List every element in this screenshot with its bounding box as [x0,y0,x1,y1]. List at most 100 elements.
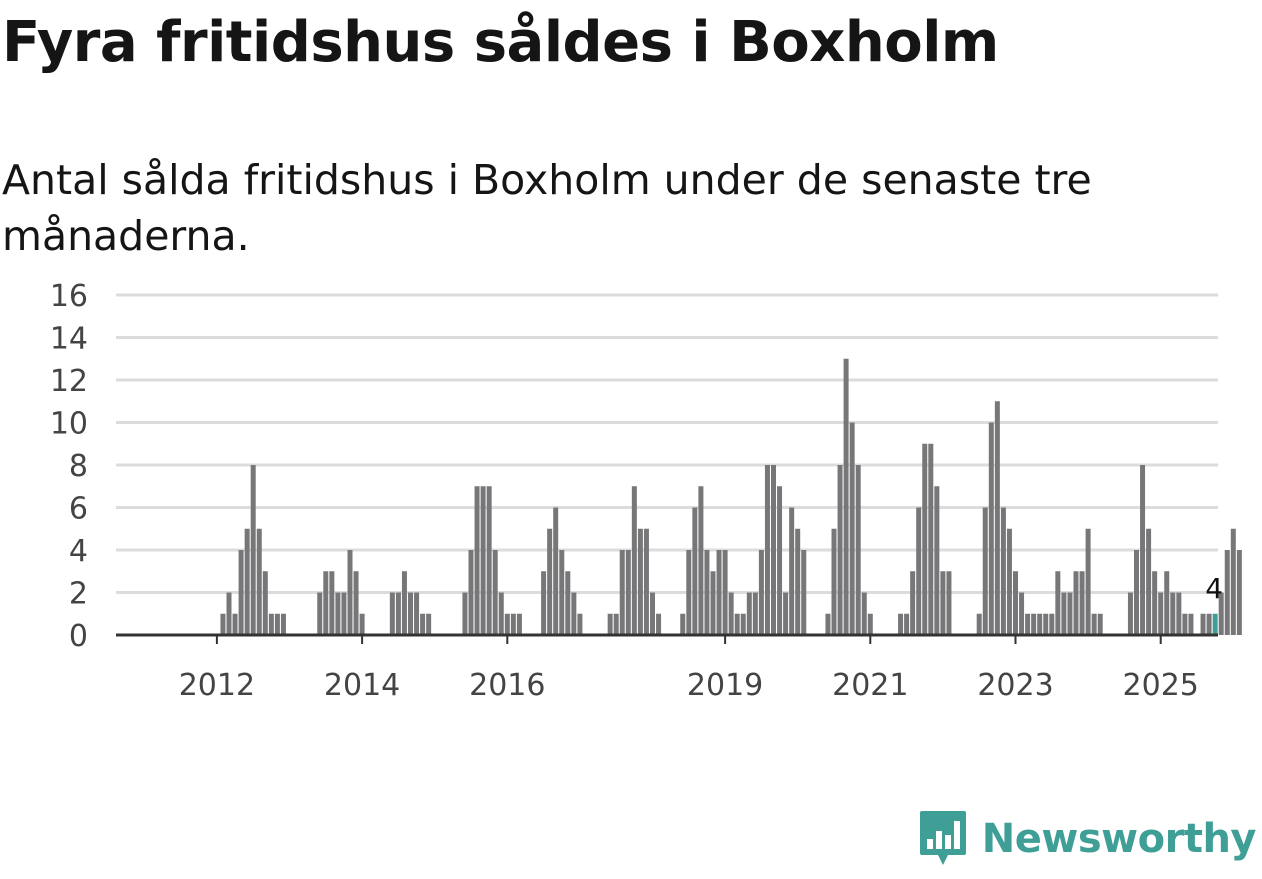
bar [758,550,764,635]
bar [910,571,916,635]
bar [946,571,952,635]
bar [492,550,498,635]
bar [607,613,613,635]
bar [541,571,547,635]
bar [498,592,504,635]
bar [922,443,928,635]
bar [1006,528,1012,635]
bar [1000,507,1006,635]
bar [710,571,716,635]
bar [752,592,758,635]
gridlines [116,293,1218,594]
bar [1127,592,1133,635]
bar [468,550,474,635]
bar [1073,571,1079,635]
bar [716,550,722,635]
bar [510,613,516,635]
bar [686,550,692,635]
data-labels: 4 [1205,572,1223,605]
bar [1019,592,1025,635]
y-tick-label: 8 [69,449,88,484]
bar [347,550,353,635]
bar [625,550,631,635]
bar [801,550,807,635]
y-tick-label: 0 [69,619,88,654]
chart-subtitle: Antal sålda fritidshus i Boxholm under d… [2,156,1092,260]
chart-title: Fyra fritidshus såldes i Boxholm [2,10,999,75]
bar [1031,613,1037,635]
y-tick-label: 12 [50,364,88,399]
x-tick-label: 2023 [977,668,1053,703]
bar [1140,465,1146,635]
bar [553,507,559,635]
bar [1206,613,1212,635]
x-tick-label: 2025 [1123,668,1199,703]
bar [1013,571,1018,635]
bar [414,592,420,635]
bar [722,550,728,635]
bar [1085,528,1091,635]
bar [395,592,401,635]
bar [232,613,238,635]
bar [795,528,801,635]
bar [250,465,256,635]
bar [1025,613,1031,635]
bar [976,613,982,635]
bar [426,613,432,635]
bar [577,613,583,635]
bar [226,592,232,635]
x-tick-label: 2014 [324,668,400,703]
bar [335,592,341,635]
bar [1037,613,1043,635]
bar [1061,592,1067,635]
bar [934,486,940,635]
y-tick-label: 4 [69,534,88,569]
bar [777,486,783,635]
bar [341,592,347,635]
bar [1091,613,1097,635]
bar [1230,528,1236,635]
bar [420,613,426,635]
bar [1200,613,1206,635]
bar [389,592,395,635]
bar [1182,613,1188,635]
bar [280,613,286,635]
bar [764,465,770,635]
bar [244,528,250,635]
bar [613,613,619,635]
bar [940,571,946,635]
bar [789,507,795,635]
bar-chart-speech-bubble-icon [919,811,966,865]
y-tick-label: 6 [69,492,88,527]
bar [480,486,486,635]
bar [843,358,849,635]
bar [1236,550,1242,635]
bar [656,613,662,635]
bar [329,571,335,635]
bar [982,507,988,635]
bar [1170,592,1176,635]
bar [262,571,268,635]
y-tick-label: 2 [69,577,88,612]
bar [1164,571,1170,635]
bar [1146,528,1152,635]
bar [728,592,734,635]
bar [861,592,867,635]
bar [565,571,571,635]
bar [238,550,244,635]
bar [353,571,359,635]
bars [220,358,1242,635]
bar [317,592,323,635]
bar [1049,613,1055,635]
bar [849,422,855,635]
y-tick-label: 14 [50,322,88,357]
brand-name: Newsworthy [981,816,1257,862]
bar [650,592,655,635]
bar [831,528,837,635]
bar [504,613,510,635]
data-label-latest: 4 [1205,572,1223,605]
x-axis: 2012 2014 2016 2019 2021 2023 2025 [179,635,1199,703]
bar [916,507,922,635]
y-axis: 0 2 4 6 8 10 12 14 16 [50,279,88,654]
